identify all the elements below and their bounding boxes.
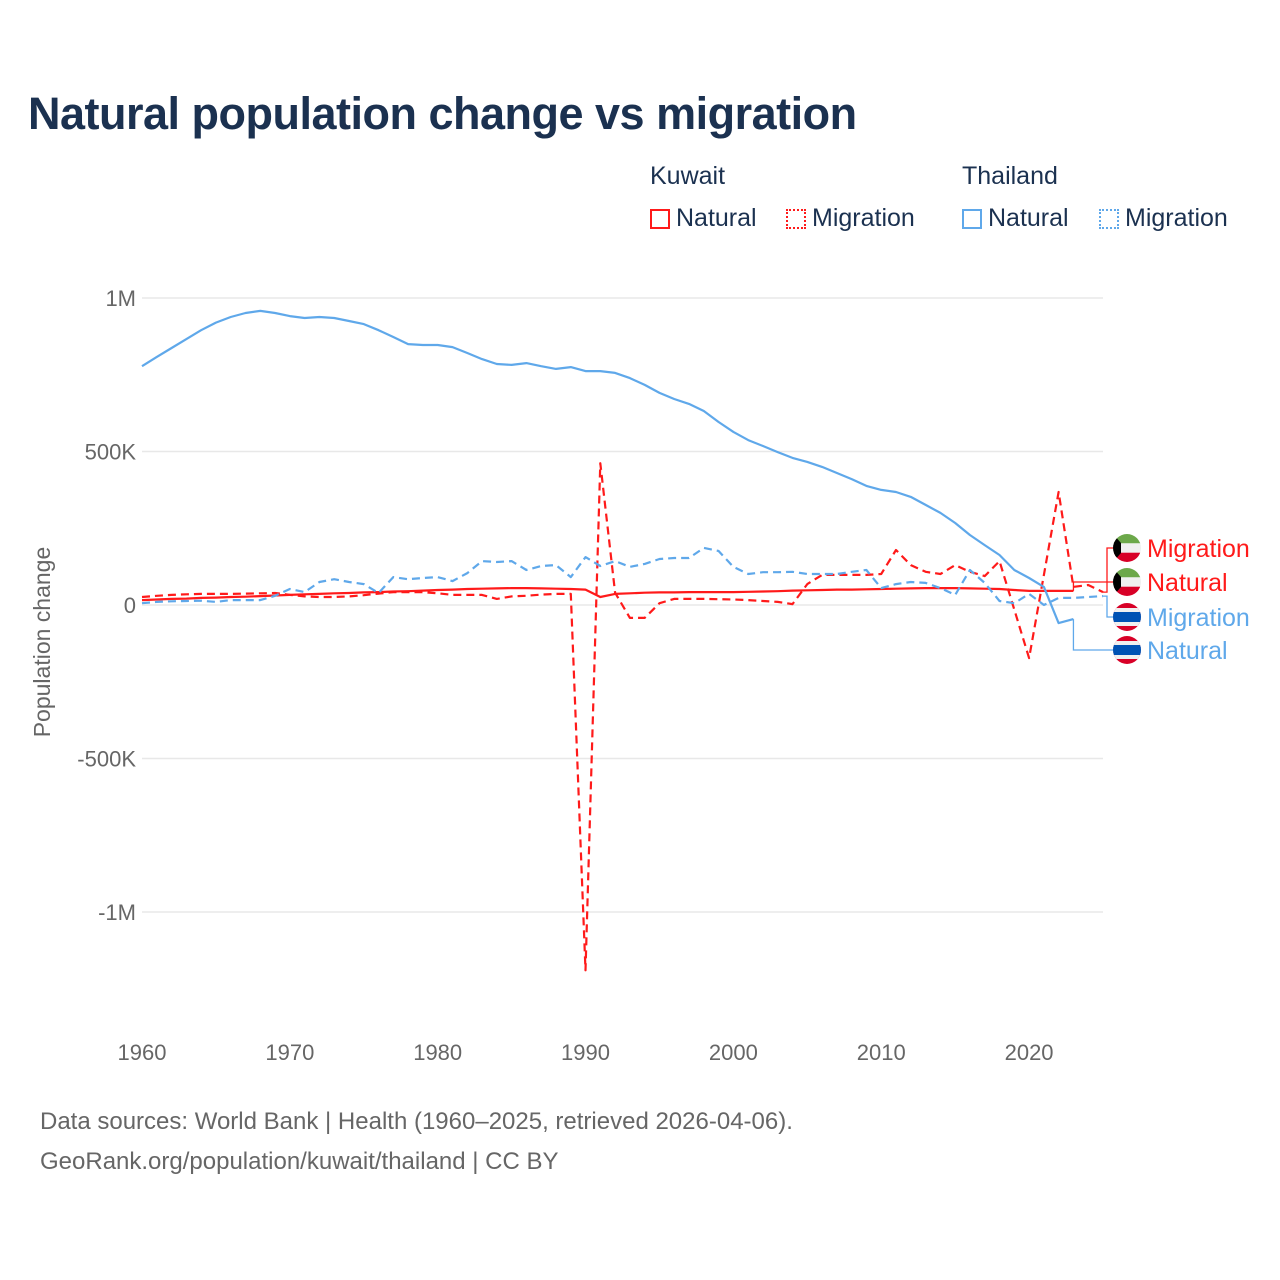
y-tick-label: -1M <box>98 900 136 925</box>
series-line-kuwait-migration <box>141 462 1104 972</box>
kuwait-flag-icon <box>1113 568 1141 596</box>
legend-item-thailand-natural[interactable]: Natural <box>962 204 1069 233</box>
flag-body <box>1113 636 1141 664</box>
y-tick-label: 500K <box>85 440 137 465</box>
legend-swatch-solid-icon <box>650 208 670 229</box>
legend-swatch-dotted-icon <box>1099 208 1119 229</box>
flag-body <box>1113 603 1141 631</box>
y-tick-label: -500K <box>77 747 136 772</box>
x-tick-label: 2020 <box>1005 1040 1054 1065</box>
legend-label: Migration <box>1125 204 1228 232</box>
footer-sources: Data sources: World Bank | Health (1960–… <box>40 1108 793 1135</box>
legend-label: Migration <box>812 204 915 232</box>
flag-trapezoid <box>1113 568 1121 596</box>
series-line-thailand-natural <box>141 309 1074 625</box>
flag-stripe <box>1113 543 1141 553</box>
label-connector <box>1072 581 1114 591</box>
flag-body <box>1113 568 1141 596</box>
y-axis-label: Population change <box>29 547 55 738</box>
flag-stripe <box>1113 612 1141 622</box>
legend-label: Natural <box>988 204 1069 232</box>
legend-item-kuwait-migration[interactable]: Migration <box>786 204 915 233</box>
legend-group-kuwait: Kuwait <box>650 162 726 190</box>
legend-swatch-solid-icon <box>962 208 982 229</box>
flag-body <box>1113 534 1141 562</box>
series-end-label: Migration <box>1147 604 1250 632</box>
series-line-thailand-migration <box>141 546 1104 607</box>
flag-stripe <box>1113 552 1141 562</box>
y-tick-label: 1M <box>105 286 136 311</box>
legend-swatch-dotted-icon <box>786 208 806 229</box>
series-end-label: Natural <box>1147 637 1228 665</box>
series-end-label: Natural <box>1147 569 1228 597</box>
x-tick-label: 2010 <box>857 1040 906 1065</box>
label-connector <box>1103 547 1114 593</box>
legend-label: Natural <box>676 204 757 232</box>
x-tick-label: 2000 <box>709 1040 758 1065</box>
flag-stripe <box>1113 645 1141 655</box>
footer-attribution: GeoRank.org/population/kuwait/thailand |… <box>40 1148 559 1175</box>
label-connector <box>1072 619 1114 651</box>
chart-title: Natural population change vs migration <box>28 88 857 139</box>
series-end-label: Migration <box>1147 535 1250 563</box>
x-tick-label: 1960 <box>118 1040 167 1065</box>
legend-group-thailand: Thailand <box>962 162 1058 190</box>
thailand-flag-icon <box>1113 603 1141 631</box>
y-tick-label: 0 <box>124 593 136 618</box>
flag-stripe <box>1113 568 1141 578</box>
x-tick-label: 1970 <box>265 1040 314 1065</box>
x-tick-label: 1980 <box>413 1040 462 1065</box>
x-tick-label: 1990 <box>561 1040 610 1065</box>
label-connector <box>1103 595 1114 618</box>
flag-stripe <box>1113 586 1141 596</box>
legend-item-kuwait-natural[interactable]: Natural <box>650 204 757 233</box>
flag-stripe <box>1113 534 1141 544</box>
series-line-kuwait-natural <box>141 587 1074 602</box>
flag-trapezoid <box>1113 534 1121 562</box>
thailand-flag-icon <box>1113 636 1141 664</box>
legend-item-thailand-migration[interactable]: Migration <box>1099 204 1228 233</box>
flag-stripe <box>1113 577 1141 587</box>
kuwait-flag-icon <box>1113 534 1141 562</box>
